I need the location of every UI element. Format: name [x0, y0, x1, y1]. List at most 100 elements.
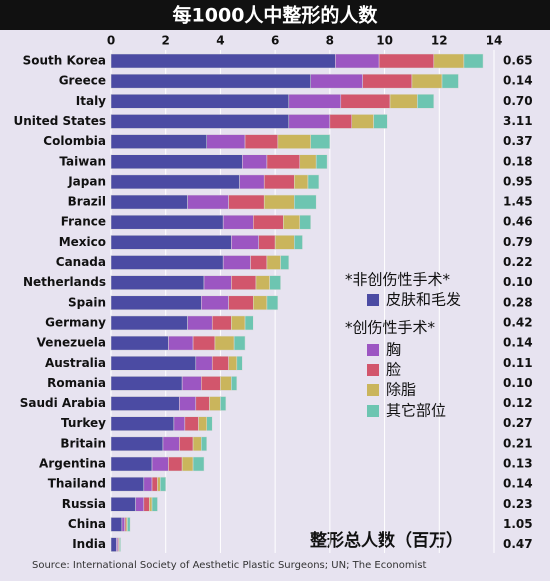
category-label: Venezuela — [37, 336, 106, 350]
bar-segment — [266, 295, 279, 311]
bar-segment — [157, 476, 161, 492]
bar-segment — [263, 174, 295, 190]
bar-segment — [266, 154, 301, 169]
category-label: Greece — [59, 74, 106, 88]
bar-segment — [222, 214, 254, 230]
legend-label: 皮肤和毛发 — [386, 291, 461, 309]
total-label: 0.27 — [503, 416, 533, 430]
bar-segment — [184, 416, 199, 431]
bar-segment — [231, 235, 259, 250]
bar-segment — [135, 497, 145, 512]
bar-segment — [151, 497, 158, 512]
bar-segment — [198, 416, 208, 431]
bar-segment — [373, 114, 388, 129]
bar-segment — [433, 53, 465, 69]
category-label: China — [68, 517, 106, 531]
bar-segment — [231, 376, 238, 391]
total-label: 0.95 — [503, 174, 533, 188]
bar-segment — [310, 73, 363, 89]
bar-segment — [411, 73, 443, 89]
total-label: 0.14 — [503, 477, 533, 491]
bar-segment — [389, 94, 418, 109]
bar-segment — [307, 174, 320, 190]
bar-segment — [269, 275, 281, 290]
bar-segment — [179, 396, 197, 411]
bar-segment — [110, 154, 243, 169]
bar-segment — [187, 194, 229, 210]
bar-segment — [299, 214, 311, 230]
legend-swatch — [367, 344, 379, 356]
bar-segment — [315, 154, 328, 169]
bar-segment — [231, 315, 246, 331]
bar-segment — [173, 416, 186, 431]
bar-segment — [168, 456, 183, 472]
x-tick-label: 12 — [431, 34, 448, 48]
bar-segment — [288, 94, 342, 109]
bar-segment — [127, 517, 131, 532]
bar-segment — [201, 436, 207, 452]
total-label: 0.10 — [503, 376, 533, 390]
category-label: Saudi Arabia — [20, 396, 106, 410]
x-tick-label: 4 — [216, 34, 224, 48]
category-label: United States — [13, 114, 106, 128]
bar-segment — [220, 376, 232, 391]
bar-segment — [110, 537, 117, 552]
bar-segment — [417, 94, 435, 109]
category-label: Argentina — [39, 457, 106, 471]
category-label: Spain — [68, 295, 106, 309]
total-label: 1.45 — [503, 195, 533, 209]
bar-segment — [201, 376, 221, 391]
bar-segment — [110, 497, 136, 512]
legend-swatch — [367, 384, 379, 396]
bar-segment — [110, 235, 232, 250]
category-label: South Korea — [23, 54, 106, 68]
x-tick-label: 0 — [107, 34, 115, 48]
total-label: 0.18 — [503, 154, 533, 168]
bar-segment — [195, 396, 210, 411]
bar-segment — [274, 235, 295, 250]
total-label: 0.14 — [503, 336, 533, 350]
bar-segment — [206, 416, 213, 431]
category-label: Netherlands — [23, 275, 106, 289]
bar-segment — [299, 154, 317, 169]
bar-segment — [110, 436, 164, 452]
legend-swatch — [367, 405, 379, 417]
bar-segment — [233, 335, 246, 351]
bar-segment — [329, 114, 352, 129]
bar-segment — [110, 416, 175, 431]
bar-segment — [110, 476, 145, 492]
bar-segment — [110, 73, 311, 89]
bar-segment — [110, 134, 207, 149]
total-label: 0.23 — [503, 497, 533, 511]
bar-segment — [253, 214, 284, 230]
category-label: Colombia — [43, 134, 106, 148]
total-label: 0.65 — [503, 54, 533, 68]
bar-segment — [280, 255, 290, 270]
bar-segment — [258, 235, 276, 250]
bar-segment — [228, 194, 265, 210]
bar-segment — [110, 114, 290, 129]
total-label: 0.10 — [503, 275, 533, 289]
x-tick-label: 10 — [376, 34, 393, 48]
bar-segment — [110, 174, 240, 190]
total-label: 0.22 — [503, 255, 533, 269]
bar-segment — [209, 396, 221, 411]
category-label: Thailand — [48, 477, 106, 491]
category-label: Japan — [67, 174, 106, 188]
bar-segment — [110, 517, 123, 532]
bar-segment — [110, 456, 153, 472]
bar-segment — [231, 275, 257, 290]
category-label: Brazil — [68, 195, 106, 209]
x-tick-label: 2 — [162, 34, 170, 48]
bar-segment — [149, 497, 153, 512]
total-label: 0.11 — [503, 356, 533, 370]
bar-segment — [110, 396, 180, 411]
bar-segment — [119, 537, 121, 552]
legend-label: 脸 — [386, 361, 401, 379]
bar-segment — [211, 356, 229, 371]
legend-swatch — [367, 364, 379, 376]
category-label: Australia — [45, 356, 106, 370]
bar-segment — [110, 295, 202, 311]
bar-segment — [250, 255, 268, 270]
